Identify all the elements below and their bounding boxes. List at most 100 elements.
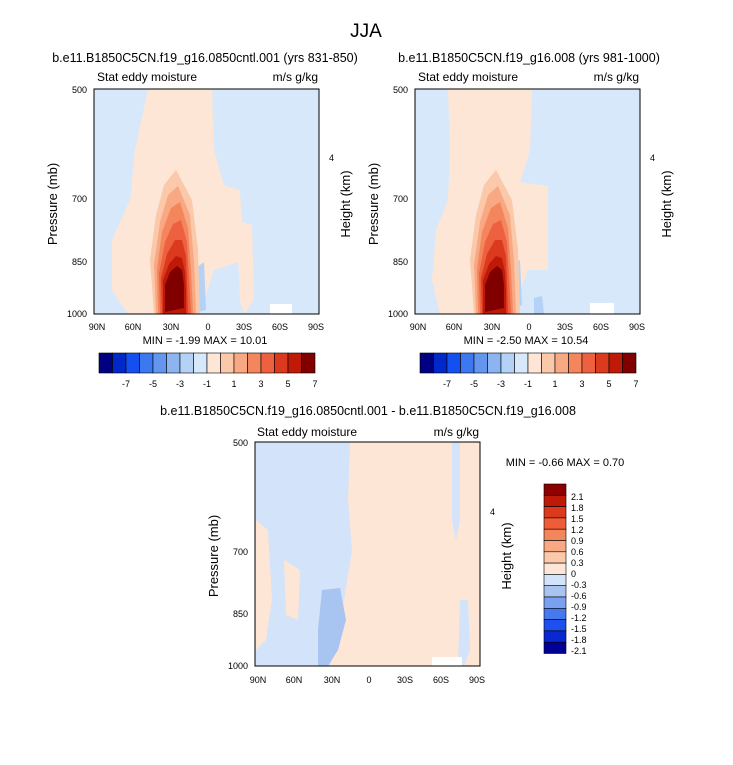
panel-3-colorbar-label: -1.8	[571, 635, 587, 645]
panel-3-negative-strip	[452, 442, 460, 540]
panel-2-colorbar-labels: -7 -5 -3 -1 1 3 5 7	[443, 379, 639, 389]
panel-1-colorbar	[98, 352, 316, 374]
panel-3-y-tick: 500	[233, 438, 248, 448]
panel-1-colorbar-swatch	[260, 352, 275, 374]
panel-1-colorbar-label: 3	[258, 379, 263, 389]
panel-2-colorbar-label: 7	[633, 379, 638, 389]
panel-2-colorbar-swatch	[622, 352, 637, 374]
panel-2-y-tick: 1000	[388, 309, 408, 319]
panel-3-colorbar-label: -2.1	[571, 646, 587, 656]
panel-1-colorbar-swatch	[193, 352, 208, 374]
panel-3-colorbar-swatch	[543, 574, 567, 587]
panel-3-stats: MIN = -0.66 MAX = 0.70	[506, 457, 625, 469]
panel-1-colorbar-label: -1	[203, 379, 211, 389]
panel-2-subtitle-left: Stat eddy moisture	[418, 70, 518, 84]
panel-3-y-tick: 700	[233, 547, 248, 557]
panel-1-colorbar-swatch	[233, 352, 248, 374]
panel-3-colorbar-swatch	[543, 494, 567, 507]
panel-2-x-axis: 90N 60N 30N 0 30S 60S 90S	[410, 322, 645, 332]
panel-2-colorbar-swatch	[608, 352, 623, 374]
panel-1-colorbar-label: 1	[231, 379, 236, 389]
panel-2-frame	[414, 88, 641, 315]
panel-3-x-tick: 30N	[324, 675, 341, 685]
panel-2-x-tick: 60N	[446, 322, 463, 332]
panel-3-colorbar-swatch	[543, 528, 567, 541]
panel-2-colorbar-label: 5	[606, 379, 611, 389]
panel-3-colorbar-swatch	[543, 607, 567, 620]
panel-2-y-tick: 500	[393, 85, 408, 95]
panel-3-x-tick: 60N	[286, 675, 303, 685]
panel-2-colorbar-swatch	[460, 352, 475, 374]
panel-1-y-tick: 850	[72, 257, 87, 267]
panel-1-y-tick: 500	[72, 85, 87, 95]
panel-1-colorbar-swatch	[220, 352, 235, 374]
panel-1-x-tick: 90N	[89, 322, 106, 332]
panel-3-colorbar-label: -1.2	[571, 613, 587, 623]
panel-1-y-right-label: Height (km)	[338, 170, 353, 237]
panel-2-colorbar-label: -3	[497, 379, 505, 389]
panel-3-colorbar-swatch	[543, 483, 567, 496]
figure-title: JJA	[350, 21, 382, 42]
panel-1-title: b.e11.B1850C5CN.f19_g16.0850cntl.001 (yr…	[52, 51, 358, 65]
panel-1-subtitle-left: Stat eddy moisture	[97, 70, 197, 84]
panel-3-colorbar-label: 1.5	[571, 514, 584, 524]
panel-2-stats: MIN = -2.50 MAX = 10.54	[464, 335, 589, 347]
panel-2-colorbar	[419, 352, 637, 374]
panel-1-x-tick: 30N	[163, 322, 180, 332]
panel-1-colorbar-label: -5	[149, 379, 157, 389]
panel-2-colorbar-swatch	[500, 352, 515, 374]
panel-3-colorbar-swatch	[543, 596, 567, 609]
panel-1-colorbar-swatch	[206, 352, 221, 374]
panel-1-x-axis: 90N 60N 30N 0 30S 60S 90S	[89, 322, 324, 332]
panel-1-missing-region	[270, 304, 292, 314]
panel-1-colorbar-label: 5	[285, 379, 290, 389]
panel-top-left: b.e11.B1850C5CN.f19_g16.0850cntl.001 (yr…	[45, 51, 358, 389]
panel-3-positive-island-2	[284, 560, 300, 620]
panel-2-x-tick: 30N	[484, 322, 501, 332]
panel-1-x-tick: 60N	[125, 322, 142, 332]
panel-2-x-tick: 30S	[557, 322, 573, 332]
panel-2-y-right-tick: 4	[650, 153, 655, 163]
panel-2-colorbar-swatch	[581, 352, 596, 374]
panel-3-colorbar-label: -0.9	[571, 602, 587, 612]
panel-3-colorbar-swatch	[543, 517, 567, 530]
panel-2-y-tick: 700	[393, 194, 408, 204]
panel-3-colorbar	[543, 483, 567, 654]
panel-3-colorbar-label: 0.3	[571, 558, 584, 568]
panel-1-x-tick: 30S	[236, 322, 252, 332]
panel-3-x-tick: 0	[366, 675, 371, 685]
panel-2-plot-area	[414, 88, 641, 315]
panel-3-plot-area	[254, 441, 481, 667]
panel-1-colorbar-swatch	[125, 352, 140, 374]
panel-2-colorbar-swatch	[446, 352, 461, 374]
panel-3-colorbar-labels: 2.1 1.8 1.5 1.2 0.9 0.6 0.3 0 -0.3 -0.6 …	[571, 492, 587, 656]
panel-1-colorbar-swatch	[98, 352, 113, 374]
panel-1-x-tick: 0	[205, 322, 210, 332]
panel-2-colorbar-swatch	[527, 352, 542, 374]
panel-3-y-tick: 1000	[228, 661, 248, 671]
panel-1-positive-tail	[236, 220, 254, 314]
panel-3-colorbar-swatch	[543, 619, 567, 632]
panel-2-core-contours	[470, 170, 520, 314]
panel-2-colorbar-swatch	[473, 352, 488, 374]
panel-top-right: b.e11.B1850C5CN.f19_g16.008 (yrs 981-100…	[366, 51, 674, 389]
panel-3-title: b.e11.B1850C5CN.f19_g16.0850cntl.001 - b…	[160, 404, 576, 418]
panel-1-x-tick: 60S	[272, 322, 288, 332]
panel-3-subtitle-left: Stat eddy moisture	[257, 425, 357, 439]
panel-1-colorbar-swatch	[139, 352, 154, 374]
panel-1-frame	[93, 88, 320, 315]
panel-2-subtitle-right: m/s g/kg	[594, 70, 639, 84]
panel-1-colorbar-swatch	[166, 352, 181, 374]
panel-1-colorbar-swatch	[247, 352, 262, 374]
panel-3-colorbar-label: 1.8	[571, 503, 584, 513]
panel-2-colorbar-swatch	[514, 352, 529, 374]
panel-2-y-tick: 850	[393, 257, 408, 267]
panel-3-colorbar-label: 1.2	[571, 525, 584, 535]
panel-1-colorbar-swatch	[274, 352, 289, 374]
panel-2-colorbar-label: 3	[579, 379, 584, 389]
panel-3-colorbar-label: -0.6	[571, 591, 587, 601]
panel-1-y-axis: 500 700 850 1000	[67, 85, 87, 319]
panel-2-colorbar-swatch	[433, 352, 448, 374]
panel-1-colorbar-swatch	[112, 352, 127, 374]
panel-1-y-tick: 1000	[67, 309, 87, 319]
